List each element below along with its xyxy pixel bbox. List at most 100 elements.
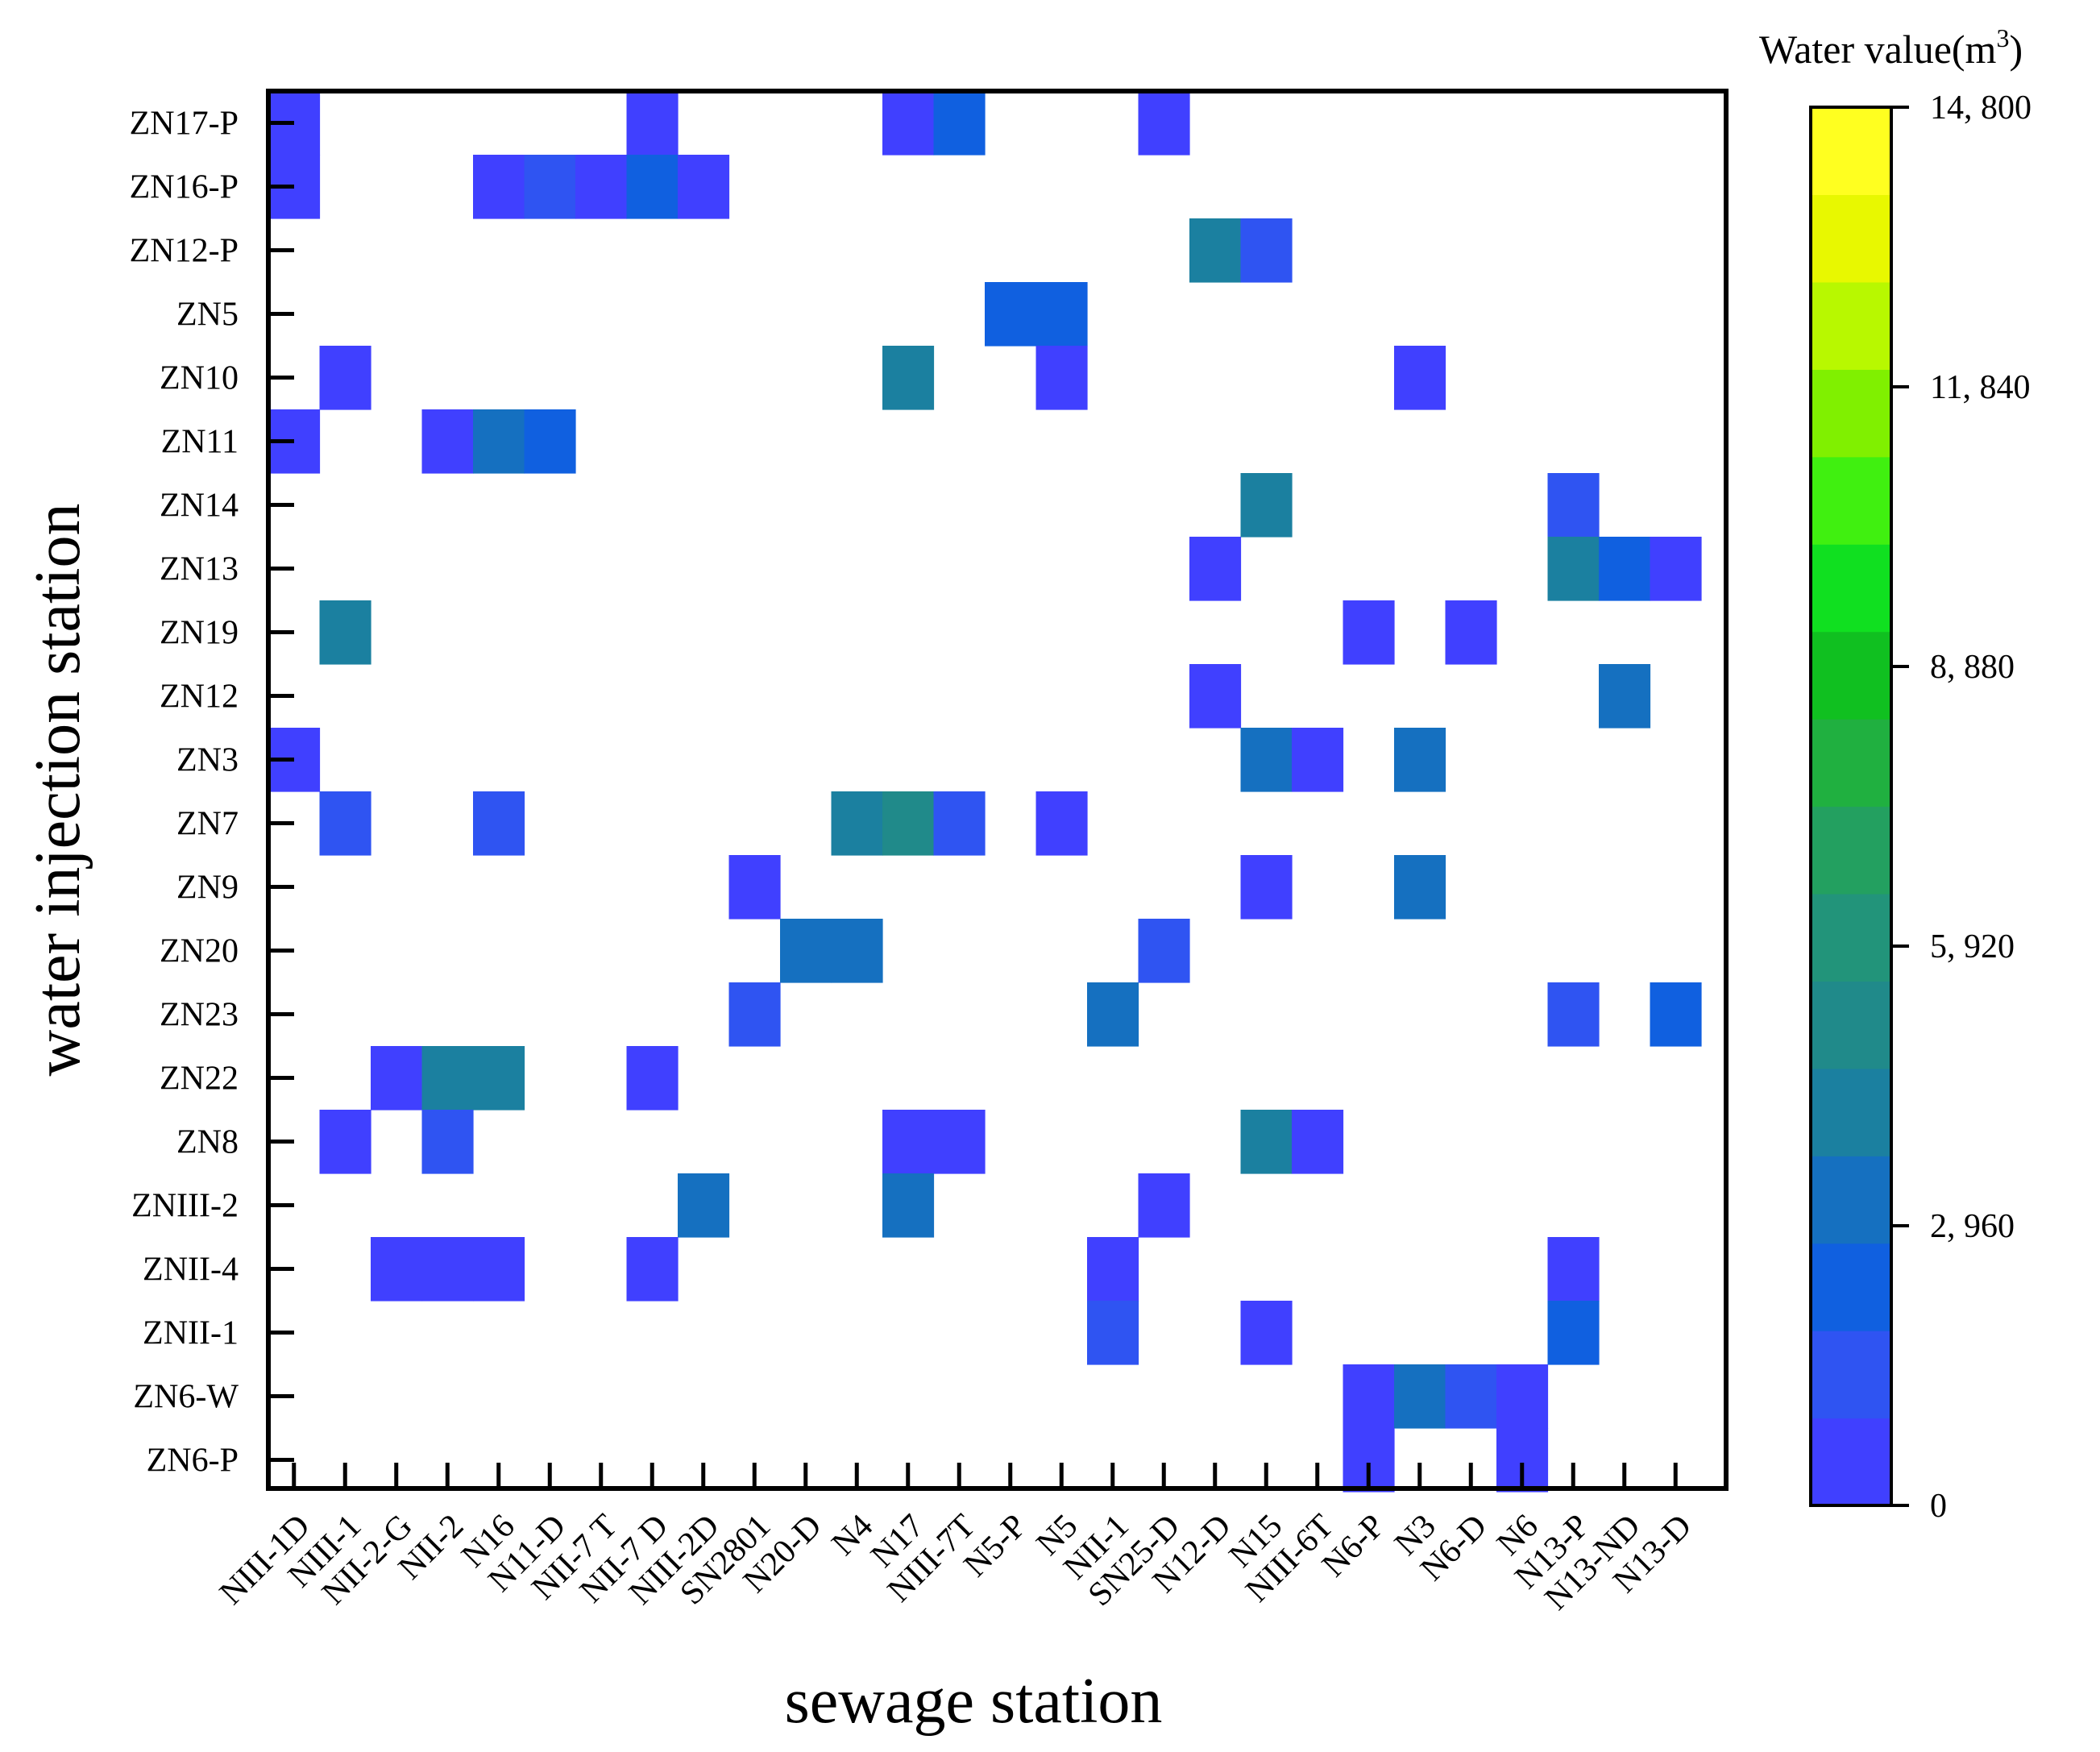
- colorbar-segment: [1811, 981, 1891, 1069]
- colorbar-segment: [1811, 1068, 1891, 1156]
- y-tick-label: ZN16-P: [130, 169, 239, 206]
- x-tick-label: N6-P: [1315, 1508, 1392, 1584]
- heatmap-cell: [1547, 1237, 1600, 1302]
- y-tick-label: ZN14: [160, 488, 239, 525]
- heatmap-cell: [473, 791, 525, 856]
- heatmap-cell: [678, 1173, 730, 1238]
- y-tick-label: ZN11: [161, 424, 239, 461]
- heatmap-cell: [882, 1173, 935, 1238]
- y-tick-label: ZN3: [176, 742, 239, 779]
- heatmap-cell: [1035, 791, 1088, 856]
- heatmap-cell: [1240, 1110, 1293, 1174]
- heatmap-cell: [1240, 473, 1293, 538]
- heatmap-cell: [319, 346, 371, 410]
- y-tick-label: ZN19: [160, 615, 239, 652]
- heatmap-cell: [780, 919, 832, 983]
- y-tick-label: ZNII-1: [143, 1315, 239, 1352]
- heatmap-cell: [1343, 600, 1395, 665]
- colorbar-title-end: ): [2009, 27, 2023, 72]
- y-tick-label: ZNIII-2: [131, 1188, 239, 1225]
- colorbar-segment: [1811, 1243, 1891, 1331]
- colorbar-title: Water value(m3): [1759, 23, 2023, 72]
- heatmap-cell: [1292, 728, 1344, 792]
- colorbar-segment: [1811, 544, 1891, 633]
- heatmap-cell: [626, 1237, 679, 1302]
- plot-frame: [266, 89, 1729, 1491]
- heatmap-cell: [421, 1046, 474, 1111]
- heatmap-cell: [933, 791, 986, 856]
- y-tick-label: ZN12-P: [130, 233, 239, 270]
- y-tick-label: ZN22: [160, 1061, 239, 1098]
- heatmap-cell: [1087, 982, 1139, 1047]
- heatmap-cell: [1547, 473, 1600, 538]
- y-tick-label: ZN7: [176, 806, 239, 843]
- heatmap-cell: [1496, 1364, 1549, 1429]
- heatmap-cell: [1035, 282, 1088, 347]
- heatmap-cell: [524, 155, 576, 219]
- colorbar-segment: [1811, 719, 1891, 807]
- heatmap-cell: [1240, 1301, 1293, 1365]
- colorbar-segment: [1811, 1156, 1891, 1244]
- y-tick-label: ZN17-P: [130, 106, 239, 143]
- colorbar-segment: [1811, 893, 1891, 982]
- heatmap-cell: [1138, 1173, 1190, 1238]
- heatmap-cell: [319, 1110, 371, 1174]
- heatmap-cell: [473, 1237, 525, 1302]
- y-tick-label: ZN6-P: [147, 1443, 239, 1480]
- y-axis-title: water injection station: [23, 504, 93, 1077]
- heatmap-cell: [831, 791, 883, 856]
- colorbar-title-superscript: 3: [1996, 23, 2009, 52]
- heatmap-cell: [1240, 855, 1293, 920]
- colorbar-frame: [1809, 106, 1893, 1507]
- heatmap-cell: [421, 1110, 474, 1174]
- heatmap-cell: [1599, 537, 1651, 601]
- heatmap-cell: [831, 919, 883, 983]
- heatmap-cell: [1445, 600, 1497, 665]
- colorbar-tick-label: 2, 960: [1930, 1208, 2015, 1245]
- heatmap-cell: [1035, 346, 1088, 410]
- heatmap-cell: [882, 346, 935, 410]
- heatmap-cell: [933, 1110, 986, 1174]
- heatmap-cell: [371, 1046, 423, 1111]
- heatmap-cell: [1292, 1110, 1344, 1174]
- heatmap-cell: [1650, 537, 1702, 601]
- heatmap-cell: [1138, 919, 1190, 983]
- heatmap-cell: [473, 1046, 525, 1111]
- heatmap-cell: [319, 791, 371, 856]
- heatmap-cell: [421, 1237, 474, 1302]
- y-tick-label: ZNII-4: [143, 1252, 239, 1289]
- colorbar-tick-label: 14, 800: [1930, 89, 2032, 127]
- colorbar-segment: [1811, 456, 1891, 545]
- heatmap-cell: [421, 409, 474, 474]
- x-tick-label: N5-P: [957, 1508, 1034, 1584]
- heatmap-cell: [1394, 855, 1446, 920]
- colorbar-segment: [1811, 1418, 1891, 1506]
- heatmap-cell: [626, 91, 679, 156]
- y-tick-label: ZN23: [160, 997, 239, 1034]
- colorbar-segment: [1811, 281, 1891, 370]
- heatmap-cell: [985, 282, 1037, 347]
- y-tick-label: ZN8: [176, 1124, 239, 1161]
- heatmap-cell: [319, 600, 371, 665]
- colorbar-segment: [1811, 194, 1891, 283]
- heatmap-cell: [1445, 1364, 1497, 1429]
- heatmap-cell: [1240, 218, 1293, 283]
- heatmap-cell: [728, 855, 781, 920]
- heatmap-cell: [524, 409, 576, 474]
- y-tick-label: ZN10: [160, 360, 239, 397]
- colorbar-segment: [1811, 1331, 1891, 1419]
- heatmap-cell: [678, 155, 730, 219]
- heatmap-cell: [1087, 1301, 1139, 1365]
- y-axis-ticks: ZN17-P ZN16-P ZN12-P ZN5 ZN10 ZN11 ZN14 ZN13 ZN1…: [130, 106, 294, 1480]
- heatmap-cell: [882, 791, 935, 856]
- heatmap-cell: [1394, 346, 1446, 410]
- heatmap-cell: [1138, 91, 1190, 156]
- colorbar-segment: [1811, 107, 1891, 196]
- colorbar-tick-label: 5, 920: [1930, 928, 2015, 965]
- heatmap-cells: [268, 91, 1702, 1493]
- colorbar-segment: [1811, 631, 1891, 720]
- heatmap-cell: [1547, 1301, 1600, 1365]
- heatmap-cell: [473, 409, 525, 474]
- heatmap-cell: [1394, 728, 1446, 792]
